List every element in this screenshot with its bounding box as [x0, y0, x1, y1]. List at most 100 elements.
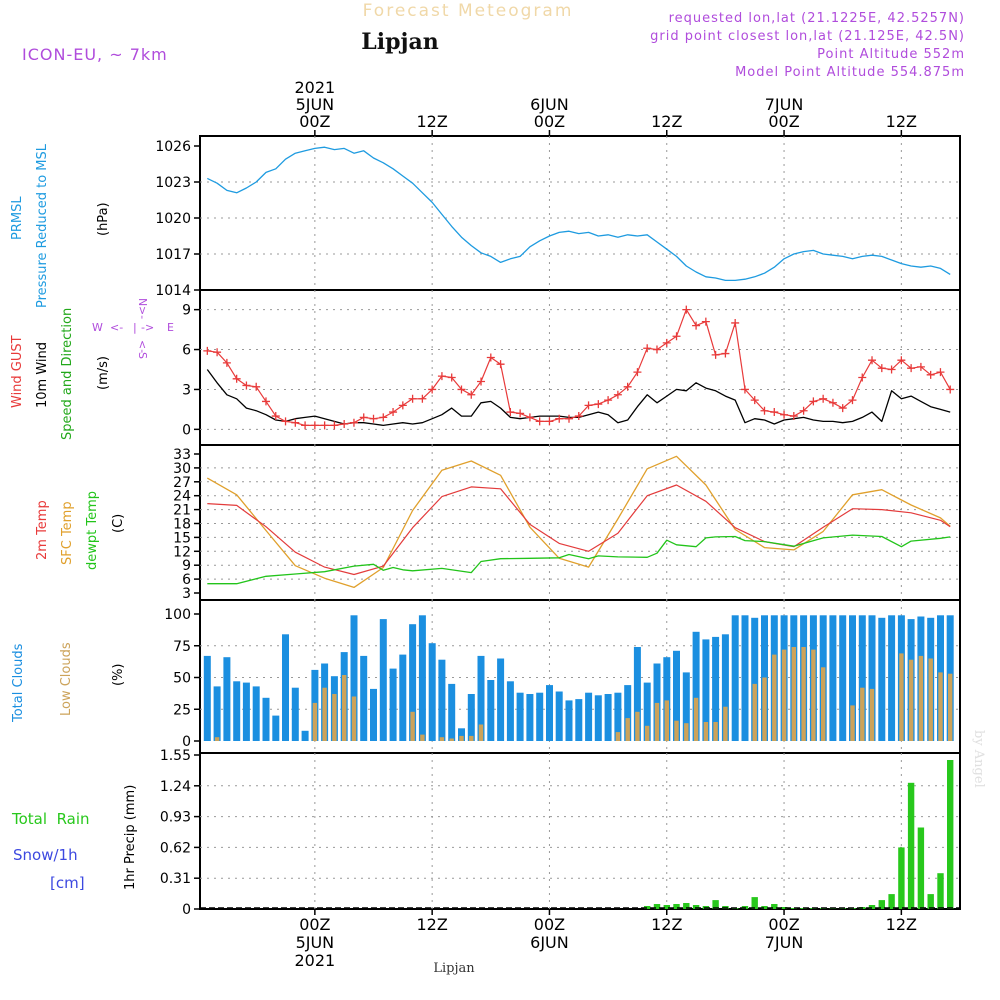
- y-tick-label: 3: [182, 382, 191, 398]
- gust-marker: [819, 394, 828, 403]
- total-clouds-bar: [594, 695, 602, 741]
- gust-marker: [946, 385, 955, 394]
- gust-marker: [535, 417, 544, 426]
- x-label-top: 12Z: [416, 112, 447, 131]
- x-label-bottom: 5JUN: [296, 933, 335, 952]
- rain-bar: [663, 905, 670, 909]
- x-label-bottom: 2021: [294, 951, 335, 970]
- gust-marker: [701, 317, 710, 326]
- total-clouds-bar: [242, 682, 250, 741]
- total-clouds-bar: [868, 615, 876, 741]
- total-clouds-bar: [585, 692, 593, 741]
- compass-s: S: [136, 352, 149, 359]
- gust-marker: [418, 394, 427, 403]
- wind10m-label: 10m Wind: [35, 342, 50, 408]
- gust-marker: [486, 353, 495, 362]
- y-tick-label: 75: [173, 639, 191, 655]
- low-clouds-bar: [762, 677, 767, 741]
- total-clouds-bar: [458, 728, 465, 741]
- gust-marker: [672, 332, 681, 341]
- gust-marker: [389, 408, 398, 417]
- x-label-bottom: 6JUN: [530, 933, 569, 952]
- low-clouds-bar: [674, 720, 679, 741]
- gust-marker: [222, 358, 231, 367]
- low-clouds-bar: [781, 649, 787, 741]
- rain-bar: [751, 897, 758, 909]
- gust-marker: [428, 385, 437, 394]
- y-tick-label: 0.93: [160, 810, 191, 826]
- low-clouds-bar: [791, 647, 796, 741]
- total-clouds-bar: [272, 715, 280, 741]
- y-tick-label: 1014: [155, 283, 191, 299]
- temp-unit: (C): [111, 514, 126, 533]
- low-clouds-bar: [772, 654, 777, 741]
- gust-marker: [467, 390, 476, 399]
- location-title: Lipjan: [361, 29, 438, 55]
- gust-marker: [457, 385, 466, 394]
- gust-marker: [633, 368, 642, 377]
- total-clouds-bar: [223, 657, 231, 741]
- y-tick-label: 1023: [155, 175, 191, 191]
- y-tick-label: 9: [182, 558, 191, 574]
- total-clouds-bar: [379, 619, 387, 741]
- total-clouds-bar: [252, 686, 260, 741]
- rain-label: Total Rain: [11, 810, 90, 828]
- gust-marker: [340, 420, 349, 429]
- low-clouds-bar: [938, 672, 943, 741]
- speed-dir-label: Speed and Direction: [60, 308, 75, 440]
- y-tick-label: 6: [182, 572, 191, 588]
- gust-marker: [760, 406, 769, 415]
- gust-marker: [232, 374, 241, 383]
- gust-marker: [291, 418, 300, 427]
- gust-marker: [916, 362, 925, 371]
- gust-marker: [936, 368, 945, 377]
- x-label-bottom: 00Z: [299, 915, 330, 934]
- low-clouds-label: Low Clouds: [59, 642, 74, 716]
- y-tick-label: 0.31: [160, 871, 191, 887]
- low-clouds-bar: [928, 658, 933, 741]
- compass-s-arrow: <-: [136, 340, 149, 353]
- total-clouds-bar: [731, 615, 739, 741]
- pressure-label-1: PRMSL: [10, 196, 25, 240]
- gust-marker: [565, 414, 574, 423]
- total-clouds-bar: [428, 643, 436, 741]
- gust-marker: [682, 305, 691, 314]
- total-clouds-bar: [849, 615, 856, 741]
- low-clouds-bar: [811, 649, 816, 741]
- gust-marker: [203, 346, 212, 355]
- low-clouds-bar: [625, 718, 630, 741]
- total-clouds-bar: [487, 680, 495, 741]
- gust-marker: [281, 417, 290, 426]
- x-label-top: 00Z: [299, 112, 330, 131]
- total-clouds-bar: [389, 668, 397, 741]
- low-clouds-bar: [342, 675, 347, 741]
- total-clouds-bar: [526, 694, 534, 741]
- gust-marker: [301, 421, 310, 430]
- compass-center: |: [133, 321, 137, 334]
- gust-marker: [379, 413, 388, 422]
- gust-marker: [780, 410, 789, 419]
- total-clouds-bar: [692, 631, 700, 741]
- low-clouds-bar: [459, 735, 464, 741]
- low-clouds-bar: [312, 702, 318, 741]
- low-clouds-bar: [332, 694, 337, 741]
- gust-marker: [545, 417, 554, 426]
- gust-label: Wind GUST: [10, 335, 25, 408]
- panel-frame-precip: [199, 752, 961, 910]
- total-clouds-bar: [370, 688, 377, 741]
- gust-marker: [574, 412, 583, 421]
- y-tick-label: 1.55: [160, 748, 191, 764]
- rain-bar: [937, 873, 944, 909]
- y-tick-label: 18: [173, 517, 191, 533]
- y-tick-label: 9: [182, 303, 191, 319]
- gust-marker: [740, 385, 749, 394]
- model-label: ICON-EU, ~ 7km: [22, 45, 168, 64]
- low-clouds-bar: [420, 734, 425, 741]
- total-clouds-bar: [438, 659, 446, 741]
- compass-n: N: [136, 298, 149, 306]
- gust-marker: [398, 401, 407, 410]
- low-clouds-bar: [322, 687, 327, 741]
- pressure-line: [207, 146, 951, 282]
- total-clouds-bar: [673, 650, 680, 741]
- panel-frame-pressure: [199, 135, 961, 291]
